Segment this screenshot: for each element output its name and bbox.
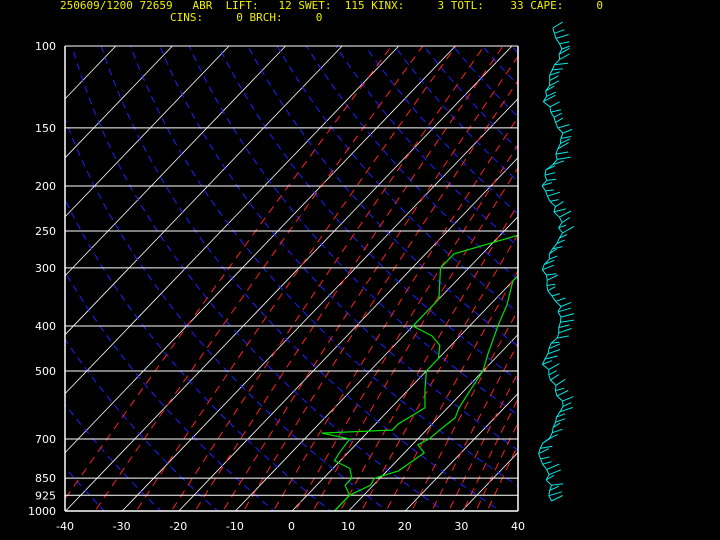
mixing-ratio-line: [312, 166, 518, 511]
mixing-ratio-line: [462, 397, 518, 511]
temperature-tick-label: -10: [226, 520, 244, 533]
dry-adiabat-lines: [0, 46, 720, 521]
mixing-ratio-line: [170, 46, 485, 511]
pressure-tick-label: 150: [35, 122, 56, 135]
isotherm-line: [0, 46, 3, 511]
sounding-profiles: [321, 234, 518, 511]
dry-adiabat-line: [688, 46, 720, 521]
temperature-tick-label: -30: [113, 520, 131, 533]
isotherm-line: [65, 46, 513, 511]
dry-adiabat-line: [65, 403, 162, 511]
header-line-2: CINS: 0 BRCH: 0: [170, 11, 323, 24]
isotherm-line: [575, 46, 720, 511]
dry-adiabat-line: [570, 46, 720, 521]
temperature-tick-label: -40: [56, 520, 74, 533]
wind-barbs: [538, 21, 575, 502]
dry-adiabat-line: [159, 46, 518, 451]
isotherm-lines: [0, 46, 720, 511]
isotherm-line: [65, 46, 230, 218]
dewpoint-profile-line: [321, 234, 518, 511]
mixing-ratio-line: [135, 46, 457, 511]
mixing-ratio-line: [431, 342, 518, 511]
mixing-ratio-line: [272, 116, 518, 511]
isotherm-line: [65, 46, 117, 100]
isotherm-line: [518, 46, 720, 511]
chart-axes: -40 -30 -20 -10 0 10 20 30 40: [56, 46, 525, 533]
isotherm-line: [65, 46, 343, 336]
dry-adiabat-line: [600, 46, 720, 521]
temperature-profile-line: [333, 274, 518, 511]
dry-adiabat-line: [130, 46, 518, 487]
temperature-tick-label: -20: [169, 520, 187, 533]
dry-adiabat-line: [629, 46, 720, 521]
dry-adiabat-line: [658, 46, 720, 521]
pressure-tick-label: 200: [35, 180, 56, 193]
pressure-tick-label: 300: [35, 262, 56, 275]
dry-adiabat-line: [188, 46, 518, 416]
isotherm-line: [121, 98, 518, 511]
dry-adiabat-line: [218, 46, 518, 381]
pressure-tick-label: 925: [35, 489, 56, 502]
isotherm-line: [65, 46, 400, 395]
dry-adiabat-line: [65, 117, 389, 511]
mixing-ratio-line: [294, 144, 518, 511]
dry-adiabat-line: [541, 46, 720, 521]
pressure-tick-label: 1000: [28, 505, 56, 518]
mixing-ratio-line: [242, 79, 518, 511]
mixing-ratio-line: [94, 46, 424, 511]
dry-adiabat-line: [335, 46, 518, 248]
mixing-ratio-lines: [65, 46, 518, 511]
dry-adiabat-line: [71, 46, 445, 511]
isotherm-line: [404, 392, 518, 511]
mixing-ratio-line: [194, 46, 504, 511]
mixing-ratio-line: [222, 55, 518, 511]
pressure-tick-label: 100: [35, 40, 56, 53]
isotherm-line: [65, 46, 173, 159]
pressure-tick-label: 500: [35, 365, 56, 378]
dry-adiabat-line: [305, 46, 518, 280]
dry-adiabat-line: [364, 46, 518, 215]
wind-barb-column: [538, 21, 575, 502]
dry-adiabat-line: [65, 198, 332, 511]
temperature-tick-label: 20: [398, 520, 412, 533]
header-line-1: 250609/1200 72659 ABR LIFT: 12 SWET: 115…: [60, 0, 604, 12]
isotherm-line: [178, 157, 518, 511]
dry-adiabat-line: [0, 46, 57, 521]
isotherm-line: [65, 46, 286, 277]
pressure-tick-label: 400: [35, 320, 56, 333]
isobar-lines: 100 150 200 250 300 400 500 700 850 925 1000: [28, 40, 518, 518]
dry-adiabat-line: [423, 46, 518, 150]
temperature-tick-label: 0: [288, 520, 295, 533]
pressure-tick-label: 850: [35, 472, 56, 485]
isotherm-line: [461, 451, 518, 511]
mixing-ratio-line: [360, 233, 518, 511]
sounding-header: 250609/1200 72659 ABR LIFT: 12 SWET: 115…: [0, 0, 720, 24]
isotherm-line: [235, 216, 518, 511]
dry-adiabat-line: [100, 46, 502, 511]
temperature-tick-label: 40: [511, 520, 525, 533]
dry-adiabat-line: [276, 46, 518, 314]
temperature-tick-label: 30: [454, 520, 468, 533]
dry-adiabat-line: [511, 46, 518, 54]
dry-adiabat-line: [65, 338, 219, 511]
temperature-tick-label: 10: [341, 520, 355, 533]
isotherm-line: [348, 333, 518, 511]
pressure-tick-label: 700: [35, 433, 56, 446]
dry-adiabat-line: [247, 46, 518, 347]
dry-adiabat-line: [65, 270, 275, 511]
dry-adiabat-line: [65, 466, 106, 511]
mixing-ratio-line: [475, 421, 518, 511]
mixing-ratio-line: [339, 203, 518, 511]
pressure-tick-label: 250: [35, 225, 56, 238]
